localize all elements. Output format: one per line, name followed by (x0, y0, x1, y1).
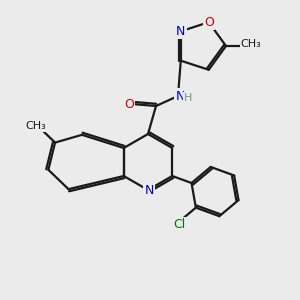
Text: O: O (204, 16, 214, 29)
Text: O: O (124, 98, 134, 110)
Text: N: N (144, 184, 154, 196)
Text: N: N (176, 25, 185, 38)
Text: Cl: Cl (173, 218, 185, 231)
Text: CH₃: CH₃ (26, 121, 46, 131)
Text: CH₃: CH₃ (241, 39, 261, 49)
Text: H: H (184, 93, 192, 103)
Text: N: N (175, 89, 185, 103)
